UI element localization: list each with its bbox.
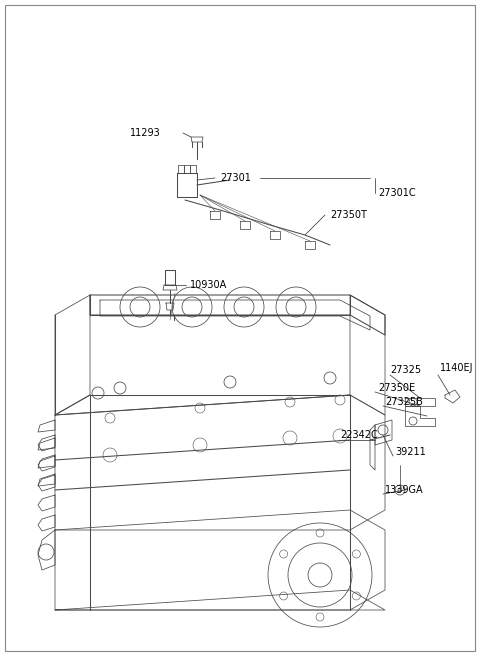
Text: 27325: 27325	[390, 365, 421, 375]
Text: 1339GA: 1339GA	[385, 485, 424, 495]
Text: 1140EJ: 1140EJ	[440, 363, 473, 373]
Text: 22342C: 22342C	[340, 430, 378, 440]
Text: 27350T: 27350T	[330, 210, 367, 220]
Text: 27301: 27301	[220, 173, 251, 183]
Text: 27301C: 27301C	[378, 188, 416, 198]
Text: 10930A: 10930A	[190, 280, 227, 290]
Text: 11293: 11293	[130, 128, 161, 138]
Text: 27325B: 27325B	[385, 397, 423, 407]
Text: 27350E: 27350E	[378, 383, 415, 393]
Text: 39211: 39211	[395, 447, 426, 457]
